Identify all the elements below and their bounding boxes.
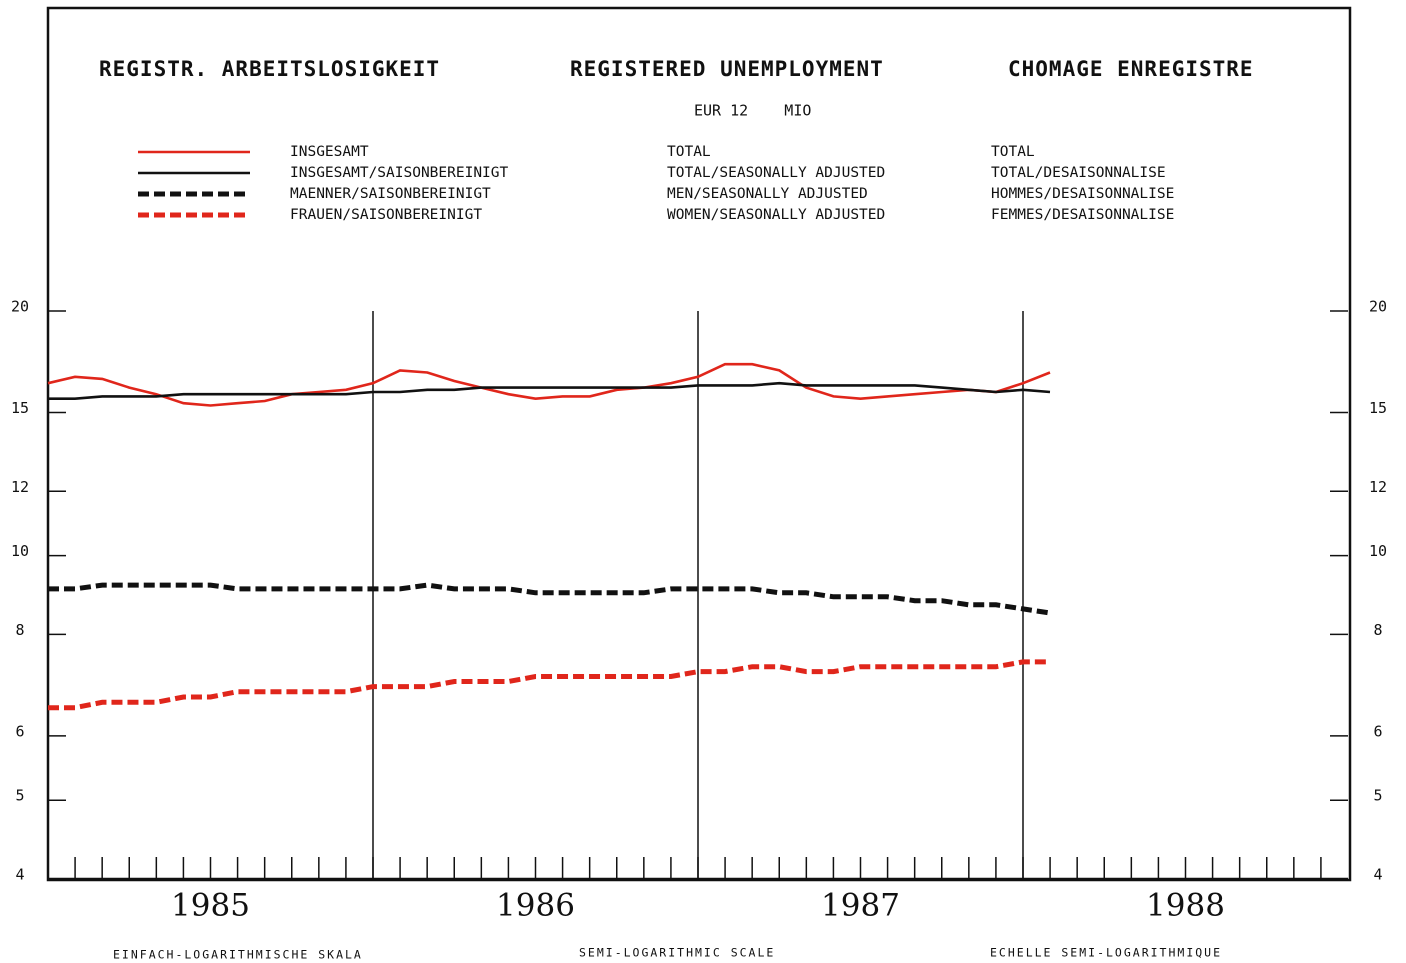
y-tick-label: 12	[11, 478, 29, 496]
legend-label-en: WOMEN/SEASONALLY ADJUSTED	[667, 207, 885, 223]
subtitle: EUR 12 MIO	[694, 102, 811, 120]
x-tick-label: 1987	[821, 888, 900, 924]
series-line	[48, 381, 1051, 401]
title-en: REGISTERED UNEMPLOYMENT	[570, 57, 884, 81]
legend-label-en: MEN/SEASONALLY ADJUSTED	[667, 186, 868, 202]
y2-tick-label: 5	[1373, 787, 1382, 805]
series-line	[47, 362, 1051, 407]
legend-label-en: TOTAL	[667, 144, 711, 160]
y-tick-label: 5	[15, 787, 24, 805]
y2-tick-label: 4	[1373, 866, 1382, 884]
y2-tick-label: 10	[1369, 542, 1387, 560]
footnote-fr: ECHELLE SEMI-LOGARITHMIQUE	[990, 946, 1222, 960]
series-line	[48, 659, 1050, 711]
legend-label-en: TOTAL/SEASONALLY ADJUSTED	[667, 165, 885, 181]
legend-label: FRAUEN/SAISONBEREINIGT	[290, 207, 482, 223]
y2-tick-label: 6	[1373, 722, 1382, 740]
y-tick-label: 6	[15, 722, 24, 740]
y-tick-label: 4	[15, 866, 24, 884]
x-tick-label: 1988	[1146, 888, 1225, 924]
x-tick-label: 1985	[171, 888, 250, 924]
footnote-de: EINFACH-LOGARITHMISCHE SKALA	[113, 948, 363, 962]
y-tick-label: 15	[11, 399, 29, 417]
y2-tick-label: 20	[1369, 298, 1387, 316]
footnote-en: SEMI-LOGARITHMIC SCALE	[579, 946, 775, 960]
legend-label-fr: FEMMES/DESAISONNALISE	[991, 207, 1174, 223]
y-tick-label: 10	[11, 542, 29, 560]
legend-label-fr: TOTAL	[991, 144, 1035, 160]
x-tick-label: 1986	[496, 888, 575, 924]
legend-label-fr: HOMMES/DESAISONNALISE	[991, 186, 1174, 202]
y2-tick-label: 8	[1373, 621, 1382, 639]
y-tick-label: 20	[11, 298, 29, 316]
legend-label-fr: TOTAL/DESAISONNALISE	[991, 165, 1166, 181]
frame	[46, 6, 1352, 882]
legend-label: INSGESAMT	[290, 144, 369, 160]
y2-tick-label: 12	[1369, 478, 1387, 496]
legend-label: MAENNER/SAISONBEREINIGT	[290, 186, 491, 202]
y2-tick-label: 15	[1369, 399, 1387, 417]
y-tick-label: 8	[15, 621, 24, 639]
title-fr: CHOMAGE ENREGISTRE	[1008, 57, 1254, 81]
title-de: REGISTR. ARBEITSLOSIGKEIT	[99, 57, 440, 81]
legend-label: INSGESAMT/SAISONBEREINIGT	[290, 165, 509, 181]
series-line	[48, 582, 1051, 616]
